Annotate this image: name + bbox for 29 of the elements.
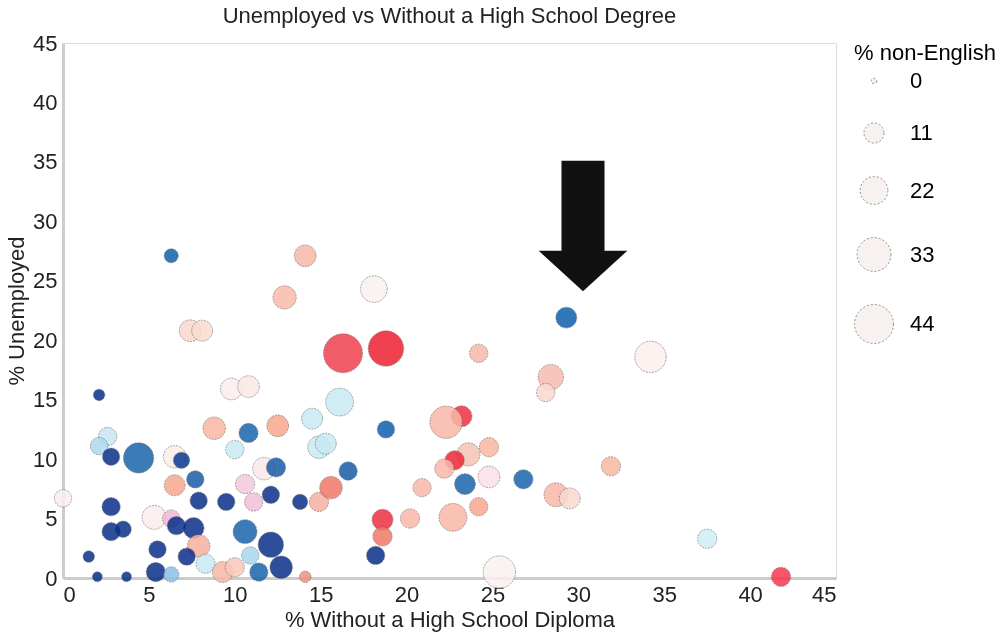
y-tick-label: 15 bbox=[33, 387, 58, 413]
legend-label: 44 bbox=[910, 311, 935, 336]
x-tick-label: 30 bbox=[566, 581, 592, 607]
y-tick-label: 45 bbox=[33, 30, 58, 56]
x-tick-label: 45 bbox=[812, 581, 837, 607]
x-tick-label: 15 bbox=[308, 581, 334, 607]
x-tick-label: 0 bbox=[63, 581, 76, 607]
y-tick-label: 5 bbox=[45, 506, 58, 532]
x-tick-label: 35 bbox=[652, 581, 677, 607]
x-tick-label: 20 bbox=[394, 581, 420, 607]
x-axis-title: % Without a High School Diploma bbox=[284, 606, 616, 632]
y-axis-title: % Unemployed bbox=[4, 236, 30, 386]
y-tick-label: 40 bbox=[33, 89, 58, 115]
y-tick-label: 30 bbox=[33, 208, 58, 234]
y-tick-label: 20 bbox=[33, 327, 58, 353]
legend-title: % non-English bbox=[854, 40, 996, 65]
legend-label: 0 bbox=[910, 68, 923, 93]
y-tick-label: 25 bbox=[33, 268, 58, 294]
x-tick-label: 5 bbox=[143, 581, 156, 607]
y-tick-label: 10 bbox=[33, 446, 58, 472]
x-tick-label: 40 bbox=[738, 581, 763, 607]
y-tick-label: 35 bbox=[33, 149, 58, 175]
legend-label: 22 bbox=[910, 177, 935, 203]
x-tick-label: 10 bbox=[223, 581, 248, 607]
chart-title: Unemployed vs Without a High School Degree bbox=[222, 3, 677, 28]
y-tick-label: 0 bbox=[45, 565, 58, 591]
legend-label: 33 bbox=[910, 241, 935, 267]
x-tick-label: 25 bbox=[480, 581, 506, 607]
legend-label: 11 bbox=[910, 120, 933, 145]
